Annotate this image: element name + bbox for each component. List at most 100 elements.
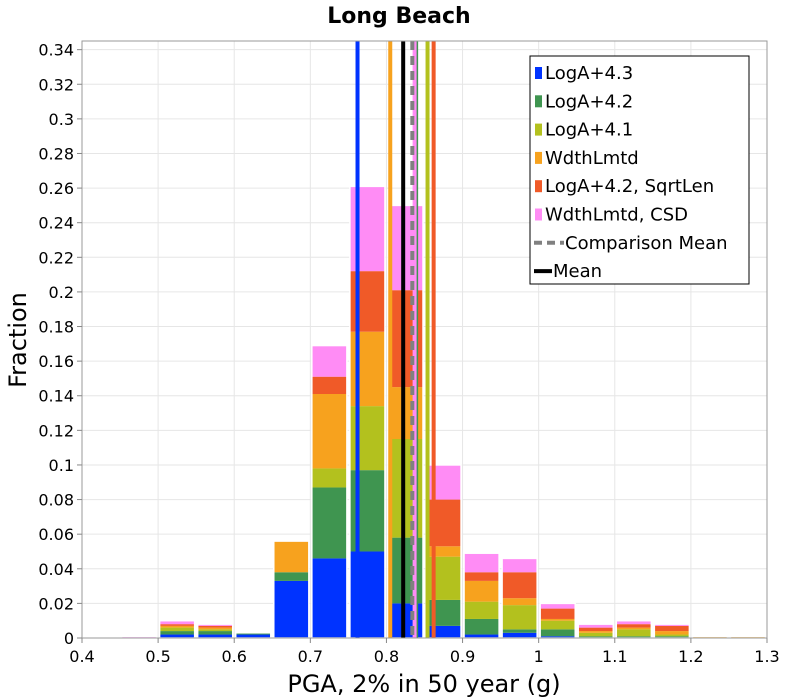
legend-label: Comparison Mean <box>565 233 728 254</box>
bar-segment <box>349 470 385 552</box>
legend-swatch <box>535 180 542 193</box>
bar-segment <box>616 620 652 625</box>
bar-segment <box>654 625 690 632</box>
bar-segment <box>616 624 652 628</box>
bar-segment <box>502 598 538 606</box>
bar-segment <box>540 603 576 609</box>
legend-label: LogA+4.2 <box>545 91 633 112</box>
bar-segment <box>540 620 576 630</box>
legend-label: LogA+4.1 <box>545 120 633 141</box>
legend-label: Mean <box>553 261 602 282</box>
bar-segment <box>159 620 195 625</box>
chart-title: Long Beach <box>327 4 470 29</box>
bar-segment <box>311 394 347 469</box>
legend-label: LogA+4.2, SqrtLen <box>545 176 714 197</box>
bar-segment <box>540 636 576 638</box>
bar-segment <box>464 553 500 573</box>
x-axis-label: PGA, 2% in 50 year (g) <box>287 670 560 698</box>
y-tick-label: 0.08 <box>38 491 74 510</box>
bar-segment <box>349 331 385 407</box>
x-tick-label: 1 <box>534 647 544 666</box>
bar-segment <box>235 632 271 635</box>
bar-segment <box>616 629 652 637</box>
bar-segment <box>578 636 614 638</box>
bar-segment <box>502 558 538 573</box>
bar-segment <box>159 625 195 628</box>
bar-segment <box>730 636 766 638</box>
legend-swatch <box>535 95 542 108</box>
bar-segment <box>692 636 728 638</box>
x-tick-label: 0.7 <box>298 647 323 666</box>
y-tick-label: 0.06 <box>38 525 74 544</box>
bar-segment <box>502 572 538 599</box>
bar-segment <box>121 636 157 638</box>
legend-label: WdthLmtd, CSD <box>545 205 688 226</box>
bar-segment <box>540 618 576 621</box>
bar-segment <box>578 627 614 632</box>
bar-segment <box>159 624 195 626</box>
bar-segment <box>311 487 347 559</box>
y-tick-label: 0.32 <box>38 75 74 94</box>
bar-segment <box>426 499 462 547</box>
bar-segment <box>159 634 195 638</box>
bar-segment <box>540 629 576 637</box>
legend-label: WdthLmtd <box>545 148 639 169</box>
bar-segment <box>464 618 500 635</box>
bars <box>120 185 767 639</box>
bar-segment <box>197 625 233 628</box>
bar-segment <box>159 631 195 635</box>
bar-segment <box>273 541 309 573</box>
bar-segment <box>616 627 652 630</box>
bar-segment <box>349 271 385 332</box>
legend-label: LogA+4.3 <box>545 63 633 84</box>
legend-swatch <box>535 208 542 221</box>
bar-segment <box>654 634 690 637</box>
bar-segment <box>159 627 195 632</box>
y-tick-label: 0.2 <box>49 283 74 302</box>
x-tick-label: 1.2 <box>678 647 703 666</box>
bar-segment <box>426 546 462 557</box>
bar-segment <box>197 631 233 635</box>
y-tick-label: 0.12 <box>38 421 74 440</box>
x-tick-label: 0.6 <box>221 647 246 666</box>
bar-segment <box>502 605 538 630</box>
bar-segment <box>426 464 462 500</box>
y-tick-label: 0.02 <box>38 594 74 613</box>
y-tick-label: 0 <box>64 629 74 648</box>
bar-segment <box>502 632 538 638</box>
x-tick-label: 1.1 <box>602 647 627 666</box>
bar-segment <box>197 624 233 626</box>
bar-segment <box>311 468 347 488</box>
x-tick-label: 0.4 <box>69 647 94 666</box>
x-axis-ticks: 0.4 0.5 0.6 0.7 0.8 0.9 1 1.1 1.2 1.3 <box>69 638 780 666</box>
y-tick-label: 0.04 <box>38 560 74 579</box>
bar-segment <box>502 629 538 633</box>
bar-segment <box>349 551 385 638</box>
y-tick-label: 0.22 <box>38 248 74 267</box>
bar-segment <box>578 624 614 628</box>
bar-segment <box>311 376 347 395</box>
bar-segment <box>197 634 233 638</box>
bar-segment <box>197 627 233 630</box>
bar-segment <box>426 556 462 600</box>
bar-segment <box>464 634 500 638</box>
bar-segment <box>540 608 576 619</box>
x-tick-label: 0.5 <box>145 647 170 666</box>
bar-segment <box>197 629 233 632</box>
bar-segment <box>578 631 614 633</box>
bar-segment <box>654 624 690 626</box>
legend-swatch <box>535 151 542 164</box>
bar-segment <box>616 636 652 638</box>
bar-segment <box>654 636 690 638</box>
x-tick-label: 0.8 <box>374 647 399 666</box>
y-tick-label: 0.34 <box>38 41 74 60</box>
y-tick-label: 0.28 <box>38 144 74 163</box>
y-tick-label: 0.14 <box>38 387 74 406</box>
x-tick-label: 1.3 <box>754 647 779 666</box>
y-tick-label: 0.24 <box>38 214 74 233</box>
bar-segment <box>426 625 462 638</box>
bar-segment <box>464 572 500 581</box>
y-axis-label: Fraction <box>4 292 32 388</box>
y-tick-label: 0.18 <box>38 318 74 337</box>
